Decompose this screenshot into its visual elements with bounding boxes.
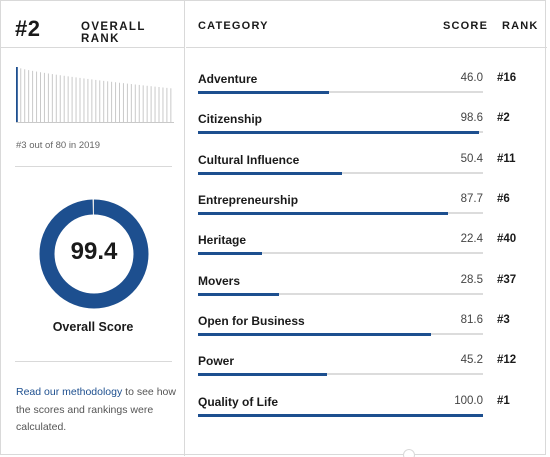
methodology-note: Read our methodology to see how the scor…: [16, 384, 176, 437]
score-column-header: SCORE: [443, 20, 489, 32]
category-rank: #40: [497, 233, 517, 245]
category-rank: #11: [497, 153, 516, 165]
category-rank: #16: [497, 72, 517, 84]
category-rank: #3: [497, 314, 510, 326]
overall-score-label: Overall Score: [52, 320, 134, 334]
category-column-header: CATEGORY: [198, 20, 269, 32]
divider: [15, 361, 172, 362]
category-score: 100.0: [454, 395, 483, 407]
score-bar-track: [198, 171, 483, 175]
score-bar-track: [198, 372, 483, 376]
category-rank: #6: [497, 193, 510, 205]
score-bar-track: [198, 130, 483, 134]
score-bar-fill: [198, 372, 327, 376]
score-bar-fill: [198, 251, 262, 255]
overall-rank-label: OVERALL RANK: [81, 21, 146, 45]
category-row-adventure: Adventure 46.0 #16: [186, 70, 547, 110]
category-name: Movers: [198, 274, 241, 288]
score-bar-fill: [198, 413, 483, 417]
score-bar-track: [198, 90, 483, 94]
category-name: Open for Business: [198, 314, 305, 328]
category-row-power: Power 45.2 #12: [186, 352, 547, 392]
category-score: 45.2: [460, 354, 483, 366]
category-row-movers: Movers 28.5 #37: [186, 272, 547, 312]
rank-history-sparkline: [16, 67, 174, 123]
category-name: Heritage: [198, 233, 247, 247]
category-name: Adventure: [198, 72, 258, 86]
overall-rank-number: #2: [15, 16, 41, 41]
score-bar-fill: [198, 292, 280, 296]
category-name: Entrepreneurship: [198, 193, 299, 207]
category-name: Cultural Influence: [198, 153, 300, 167]
category-score: 87.7: [460, 193, 483, 205]
category-rank: #37: [497, 274, 517, 286]
category-score: 81.6: [460, 314, 483, 326]
ring-fill: [39, 199, 149, 309]
overall-score-ring: [39, 199, 149, 309]
score-bar-fill: [198, 90, 330, 94]
score-bar-track: [198, 332, 483, 336]
score-bar-track: [198, 251, 483, 255]
category-score: 22.4: [460, 233, 483, 245]
score-bar-track: [198, 211, 483, 215]
category-score: 46.0: [460, 72, 483, 84]
category-rank: #2: [497, 112, 510, 124]
category-row-heritage: Heritage 22.4 #40: [186, 231, 547, 271]
score-bar-track: [198, 413, 483, 417]
methodology-link[interactable]: Read our methodology: [16, 386, 123, 398]
category-score: 28.5: [460, 274, 483, 286]
category-row-open-for-business: Open for Business 81.6 #3: [186, 312, 547, 352]
category-score: 50.4: [460, 153, 483, 165]
category-row-citizenship: Citizenship 98.6 #2: [186, 110, 547, 150]
methodology-text: to see how the scores and rankings were …: [16, 386, 176, 433]
divider: [15, 166, 172, 167]
category-row-cultural-influence: Cultural Influence 50.4 #11: [186, 151, 547, 191]
category-name: Quality of Life: [198, 395, 279, 409]
score-bar-fill: [198, 130, 479, 134]
category-name: Power: [198, 354, 235, 368]
category-score: 98.6: [460, 112, 483, 124]
category-table-header: CATEGORY SCORE RANK: [186, 1, 547, 48]
score-bar-track: [198, 292, 483, 296]
scroll-indicator-dot: [403, 449, 415, 457]
score-bar-fill: [198, 332, 431, 336]
score-bar-fill: [198, 211, 448, 215]
score-bar-fill: [198, 171, 342, 175]
category-rank: #12: [497, 354, 517, 366]
category-row-entrepreneurship: Entrepreneurship 87.7 #6: [186, 191, 547, 231]
overall-rank-header: #2 OVERALL RANK: [1, 1, 185, 48]
category-name: Citizenship: [198, 112, 263, 126]
rank-history-caption: #3 out of 80 in 2019: [16, 140, 100, 151]
rank-column-header: RANK: [502, 20, 539, 32]
overall-panel: #2 OVERALL RANK #3 out of 80 in 2019 99.…: [1, 1, 185, 456]
overall-score-value: 99.4: [70, 238, 118, 265]
category-row-quality-of-life: Quality of Life 100.0 #1: [186, 393, 547, 433]
category-rank: #1: [497, 395, 510, 407]
